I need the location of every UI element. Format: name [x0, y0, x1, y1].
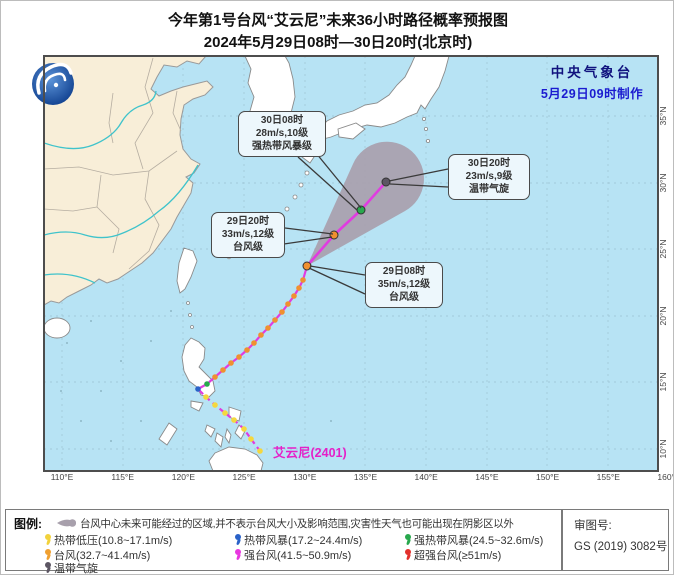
taiwan-island [176, 247, 198, 294]
callout-time: 30日20时 [467, 158, 511, 169]
lon-label: 125°E [232, 472, 256, 482]
longitude-axis: 110°E 115°E 120°E 125°E 130°E 135°E 140°E 145°E… [1, 472, 673, 486]
lon-label: 140°E [414, 472, 438, 482]
approval-number: GS (2019) 3082号 [574, 541, 668, 553]
callout-30d08h: 30日08时 28m/s,10级 强热带风暴级 [238, 111, 326, 158]
legend-item-label: 强热带风暴(24.5~32.6m/s) [414, 535, 544, 547]
typhoon-icon [44, 549, 52, 561]
callout-time: 29日20时 [226, 216, 270, 227]
typhoon-icon [404, 549, 412, 561]
lon-label: 160°E [657, 472, 673, 482]
agency-block: 中央气象台 5月29日09时制作 [529, 61, 655, 102]
callout-leader-lines [276, 152, 449, 295]
page-title: 今年第1号台风“艾云尼”未来36小时路径概率预报图 [167, 12, 509, 29]
legend-item-label: 热带低压(10.8~17.1m/s) [54, 535, 173, 547]
china-landmass [44, 56, 214, 306]
cone-icon [57, 519, 76, 527]
legend-item: 温带气旋 [44, 560, 98, 575]
lat-label: 10°N [658, 439, 668, 459]
legend-item: 台风(32.7~41.4m/s) [44, 547, 150, 563]
lon-label: 135°E [353, 472, 378, 482]
legend-item-label: 台风(32.7~41.4m/s) [54, 550, 151, 562]
callout-wind: 28m/s,10级 [255, 127, 309, 139]
legend-title: 图例: [14, 517, 42, 531]
lat-label: 20°N [658, 306, 668, 326]
legend-item: 热带低压(10.8~17.1m/s) [44, 532, 172, 548]
rivers [44, 90, 199, 284]
legend-item-label: 强台风(41.5~50.9m/s) [244, 550, 352, 562]
legend-item: 热带风暴(17.2~24.4m/s) [234, 532, 362, 548]
callout-wind: 23m/s,9级 [465, 170, 513, 182]
callout-30d20h: 30日20时 23m/s,9级 温带气旋 [448, 154, 530, 201]
lat-label: 25°N [658, 239, 668, 259]
map-border [43, 55, 659, 472]
legend-divider [561, 510, 563, 570]
agency-name: 中央气象台 [550, 65, 634, 80]
lon-label: 110°E [50, 472, 74, 482]
legend-item-label: 热带风暴(17.2~24.4m/s) [244, 535, 363, 547]
cma-logo [32, 62, 74, 105]
lon-label: 120°E [171, 472, 196, 482]
legend-cone-description: 台风中心未来可能经过的区域,并不表示台风大小及影响范围,灾害性天气也可能出现在阴… [80, 518, 514, 530]
lat-label: 30°N [658, 173, 668, 193]
approval-label: 审图号: [574, 520, 612, 532]
callout-time: 30日08时 [260, 115, 304, 126]
legend-item: 强热带风暴(24.5~32.6m/s) [404, 532, 543, 548]
callout-category: 台风级 [233, 241, 263, 253]
lon-label: 115°E [111, 472, 134, 482]
lon-label: 130°E [293, 472, 317, 482]
typhoon-icon [44, 562, 52, 574]
hainan-island [44, 317, 71, 339]
legend-item-label: 温带气旋 [54, 563, 98, 575]
callout-29d08h: 29日08时 35m/s,12级 台风级 [365, 262, 443, 309]
callout-wind: 35m/s,12级 [377, 278, 431, 290]
typhoon-icon [404, 534, 412, 546]
legend-panel: 图例: 台风中心未来可能经过的区域,并不表示台风大小及影响范围,灾害性天气也可能… [5, 509, 669, 574]
legend-item: 强台风(41.5~50.9m/s) [234, 547, 351, 563]
callout-wind: 33m/s,12级 [221, 228, 275, 240]
callout-category: 台风级 [389, 291, 419, 303]
callout-category: 温带气旋 [469, 183, 509, 195]
latitude-axis: 35°N 30°N 25°N 20°N 15°N 10°N [658, 1, 673, 471]
lon-label: 155°E [596, 472, 620, 482]
typhoon-icon [234, 534, 242, 546]
agency-issued: 5月29日09时制作 [540, 87, 644, 101]
lon-label: 145°E [475, 472, 499, 482]
lon-label: 150°E [535, 472, 560, 482]
lat-label: 35°N [658, 106, 668, 126]
callout-29d20h: 29日20时 33m/s,12级 台风级 [211, 212, 285, 259]
page-subtitle: 2024年5月29日08时—30日20时(北京时) [203, 34, 473, 51]
storm-name-label: 艾云尼(2401) [273, 446, 347, 460]
legend-item: 超强台风(≥51m/s) [404, 547, 501, 563]
map-approval-number: 审图号: GS (2019) 3082号 [574, 516, 667, 558]
callout-time: 29日08时 [382, 266, 426, 277]
lat-label: 15°N [658, 372, 668, 392]
callout-category: 强热带风暴级 [252, 140, 312, 152]
typhoon-icon [44, 534, 52, 546]
sea-specks [60, 310, 332, 454]
typhoon-icon [234, 549, 242, 561]
province-borders [44, 57, 182, 270]
legend-item-label: 超强台风(≥51m/s) [414, 550, 502, 562]
